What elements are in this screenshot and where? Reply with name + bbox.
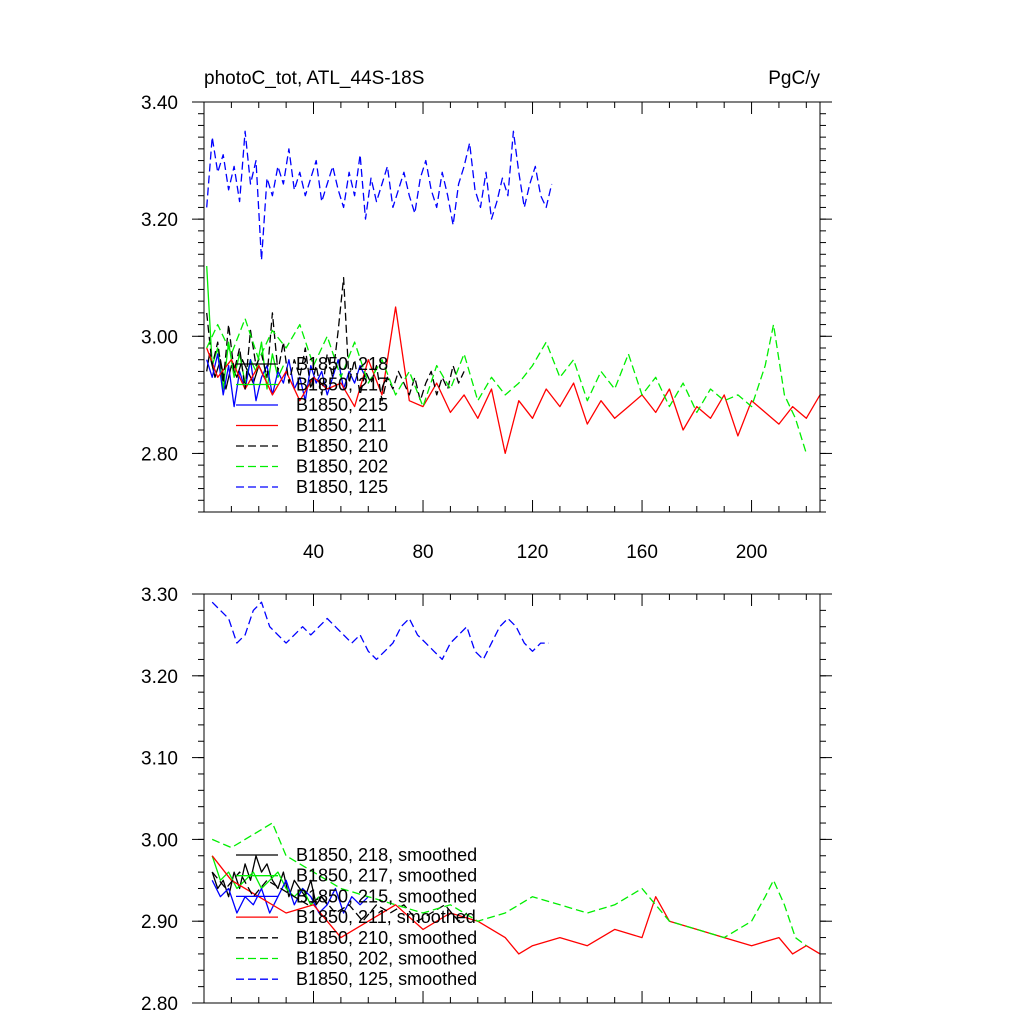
chart-units: PgC/y: [768, 68, 820, 89]
legend-label: B1850, 215, smoothed: [296, 886, 477, 906]
legend-label: B1850, 125, smoothed: [296, 969, 477, 989]
x-tick-label: 40: [303, 542, 324, 563]
y-tick-label: 3.00: [141, 830, 178, 851]
legend-label: B1850, 125: [296, 477, 388, 497]
y-tick-label: 3.20: [141, 667, 178, 688]
series-line-7: [206, 130, 553, 261]
y-tick-label: 2.80: [141, 444, 178, 465]
legend-label: B1850, 202, smoothed: [296, 949, 477, 969]
legend-label: B1850, 210, smoothed: [296, 928, 477, 948]
legend-label: B1850, 217: [296, 375, 388, 395]
x-tick-label: 120: [517, 542, 549, 563]
y-tick-label: 3.30: [141, 585, 178, 606]
legend-label: B1850, 211, smoothed: [296, 907, 476, 927]
legend-label: B1850, 218: [296, 354, 388, 374]
legend-label: B1850, 202: [296, 457, 388, 477]
y-tick-label: 3.10: [141, 749, 178, 770]
y-tick-label: 3.20: [141, 210, 178, 231]
series-line-1: [211, 855, 328, 906]
plot-frame: [203, 593, 821, 1004]
series-line-6: [211, 822, 807, 947]
series-line-6: [206, 318, 807, 454]
y-tick-label: 3.00: [141, 327, 178, 348]
bottom-panel: 2.80 2.90 3.00 3.10 3.20 3.30 B1850, 218, smoo…: [141, 585, 832, 1015]
legend-label: B1850, 210: [296, 436, 388, 456]
chart-title: photoC_tot, ATL_44S-18S: [204, 68, 424, 89]
series-line-7: [211, 601, 549, 661]
plot-frame: [203, 101, 821, 513]
series-line-5: [211, 871, 468, 922]
x-tick-label: 200: [736, 542, 768, 563]
series-line-4: [211, 855, 820, 955]
legend-label: B1850, 218, smoothed: [296, 845, 477, 865]
legend-label: B1850, 211: [296, 416, 387, 436]
series-line-5: [206, 277, 465, 402]
x-tick-label: 80: [412, 542, 433, 563]
legend-label: B1850, 215: [296, 395, 388, 415]
y-tick-label: 2.80: [141, 994, 178, 1015]
x-tick-label: 160: [626, 542, 658, 563]
series-line-4: [206, 306, 820, 455]
y-tick-label: 3.40: [141, 93, 178, 114]
y-tick-label: 2.90: [141, 912, 178, 933]
legend-label: B1850, 217, smoothed: [296, 866, 477, 886]
